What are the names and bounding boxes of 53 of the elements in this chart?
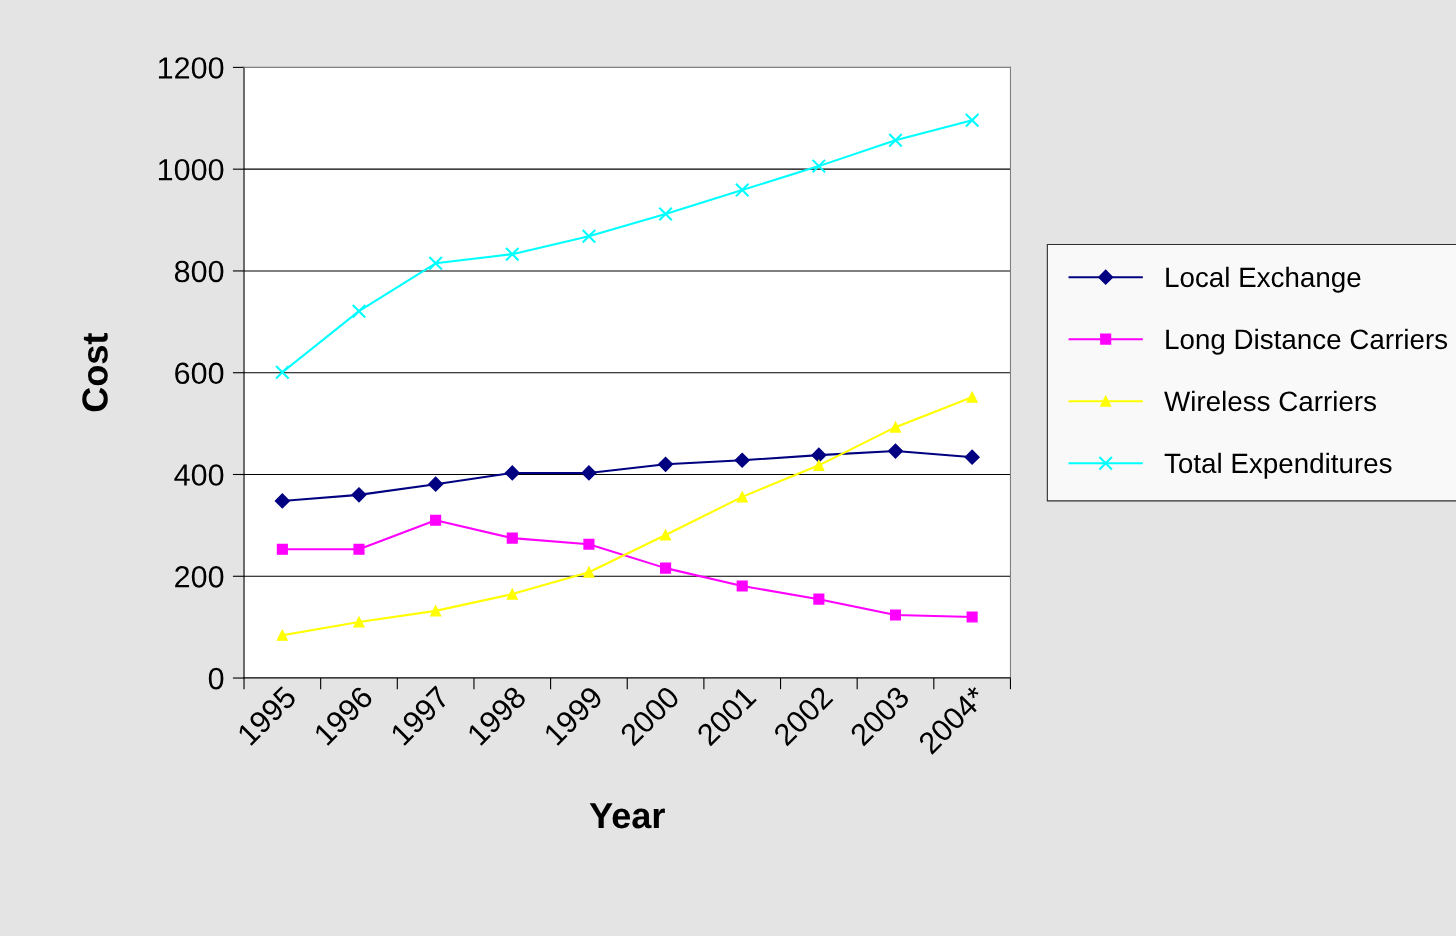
point [274,493,290,509]
point [736,580,748,592]
point [660,562,672,574]
point [657,456,674,472]
legend-label: Long Distance Carriers [1166,328,1448,355]
point [583,566,595,578]
y-tick-label: 800 [174,260,224,283]
point [504,246,520,262]
y-axis-title: Cost [82,333,108,412]
point [583,538,595,550]
point [506,588,518,600]
point [966,611,978,623]
x-axis-title: Year [589,803,665,829]
point [734,452,750,468]
point [964,113,980,128]
point [504,465,520,481]
point [736,491,748,503]
point [813,459,825,471]
point [351,487,367,503]
y-tick-label: 1200 [158,57,224,79]
point [966,391,978,403]
point [734,182,750,198]
point [428,256,443,271]
point [658,206,673,222]
point [275,364,290,380]
point [276,629,288,641]
point [351,303,367,319]
point [888,132,903,148]
legend-label: Wireless Carriers [1164,390,1376,412]
y-tick-label: 0 [208,667,224,690]
point [430,514,442,526]
y-tick-label: 200 [175,566,224,588]
point [660,529,672,541]
point [813,593,825,605]
point [506,532,518,544]
point [581,465,597,481]
legend-label: Total Expenditures [1164,452,1392,479]
point [581,229,597,244]
point [811,447,827,463]
point [428,476,444,492]
point [887,443,904,459]
point [353,543,365,555]
y-tick-label: 1000 [158,158,224,181]
point [889,421,902,433]
y-tick-label: 600 [175,362,224,385]
point [430,605,442,617]
legend-label: Local Exchange [1166,266,1361,293]
point [964,449,980,465]
point [276,543,288,555]
point [889,609,902,621]
y-tick-label: 400 [174,464,224,486]
point [811,158,827,174]
point [353,616,365,628]
